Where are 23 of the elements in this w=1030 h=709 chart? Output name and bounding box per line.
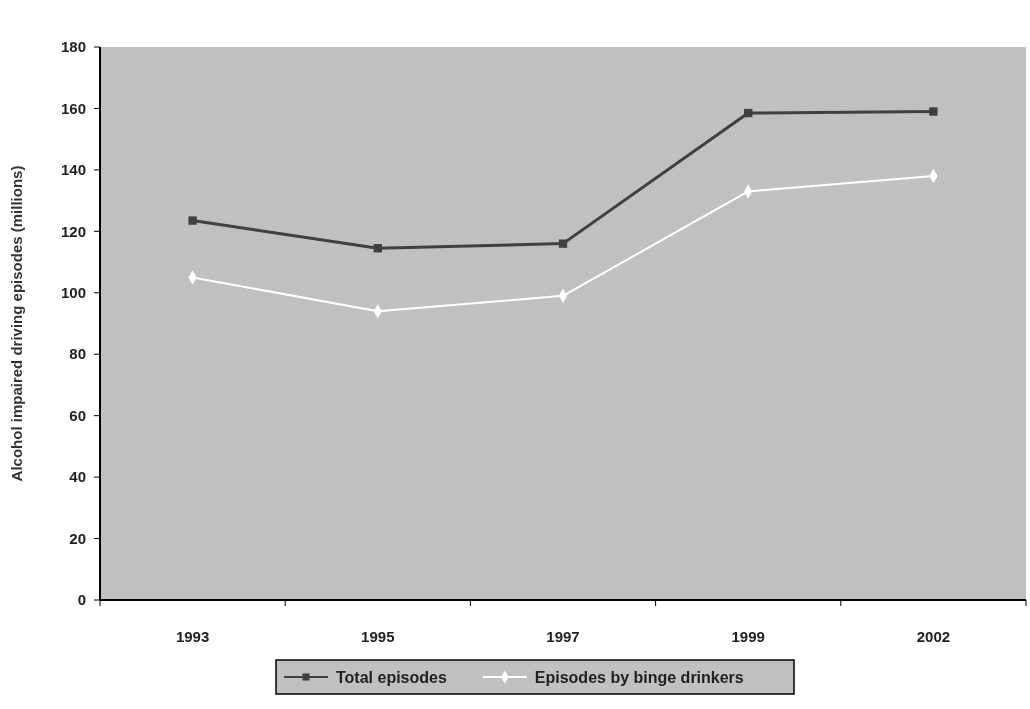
y-tick-label: 20 — [69, 529, 86, 547]
point — [373, 244, 382, 253]
point — [744, 108, 753, 118]
y-tick-label: 60 — [69, 406, 86, 424]
y-tick-label: 180 — [60, 38, 86, 56]
x-tick-label: 1999 — [731, 628, 765, 645]
x-tick-label: 2002 — [916, 628, 951, 645]
point — [558, 239, 568, 248]
point — [929, 107, 938, 116]
x-tick-label: 1997 — [546, 628, 580, 645]
x-tick-label: 1995 — [361, 628, 395, 645]
point — [188, 216, 197, 225]
y-tick-label: 0 — [77, 591, 86, 609]
x-tick-label: 1993 — [175, 628, 210, 645]
y-tick-label: 140 — [60, 161, 86, 179]
legend-label: Total episodes — [336, 668, 447, 686]
legend-label: Episodes by binge drinkers — [534, 668, 744, 686]
y-tick-label: 100 — [60, 284, 86, 302]
y-tick-label: 80 — [69, 345, 86, 363]
y-axis-title: Alcohol impaired driving episodes (millions) — [8, 165, 25, 482]
y-tick-label: 120 — [60, 222, 86, 240]
y-tick-label: 160 — [60, 99, 86, 117]
y-tick-label: 40 — [69, 468, 86, 486]
